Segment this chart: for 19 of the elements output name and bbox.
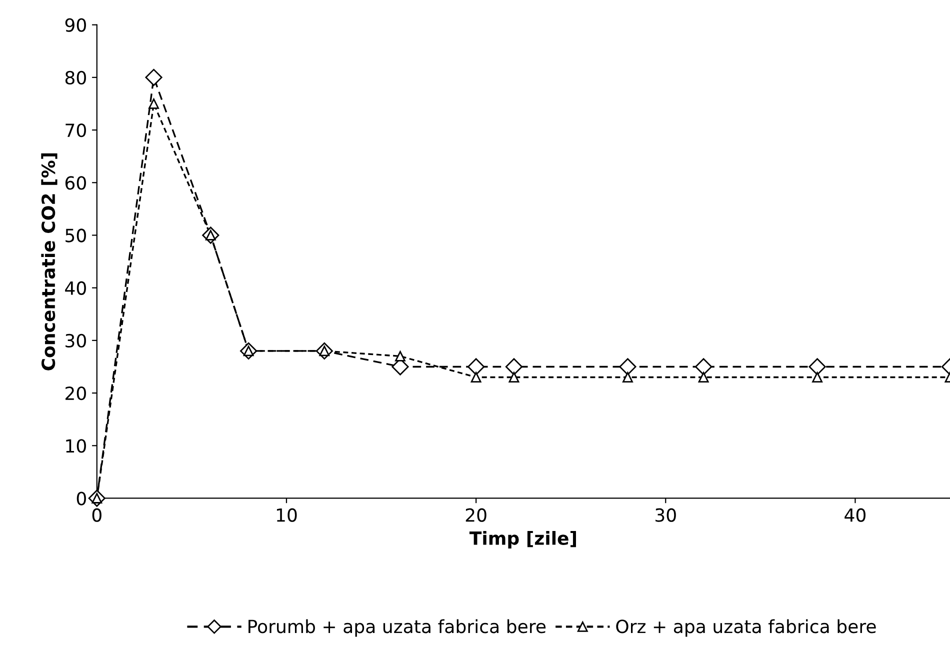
y-tick-label: 0 <box>76 492 86 506</box>
y-axis-title: Concentratie CO2 [%] <box>41 153 58 370</box>
y-tick-label: 70 <box>66 123 86 138</box>
x-axis-title: Timp [zile] <box>469 530 576 548</box>
x-tick-label: 0 <box>92 508 102 522</box>
x-tick-label: 40 <box>844 508 866 522</box>
y-tick-label: 40 <box>65 281 86 295</box>
x-tick-label: 20 <box>466 508 486 522</box>
x-tick-label: 10 <box>276 508 297 522</box>
y-tick-label: 30 <box>66 334 86 348</box>
y-tick-label: 50 <box>66 228 86 242</box>
y-tick-label: 60 <box>65 176 86 190</box>
legend-label: Orz + apa uzata fabrica bere <box>616 619 876 637</box>
x-tick-label: 30 <box>656 508 676 522</box>
y-tick-label: 20 <box>66 386 86 400</box>
y-tick-label: 90 <box>65 18 86 32</box>
y-tick-label: 80 <box>65 70 86 85</box>
legend-label: Porumb + apa uzata fabrica bere <box>248 619 546 637</box>
y-tick-label: 10 <box>66 439 86 453</box>
